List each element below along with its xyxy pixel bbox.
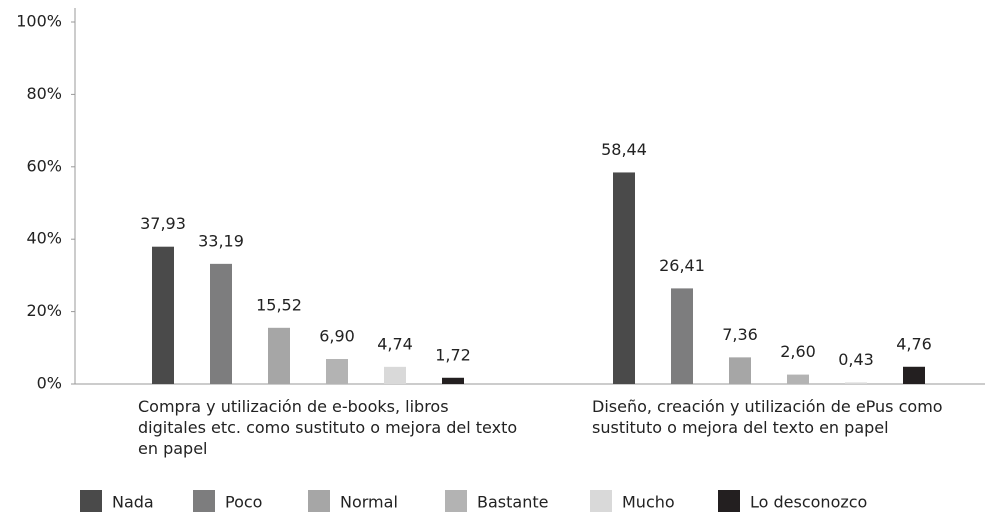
data-label: 7,36 <box>722 325 758 344</box>
y-tick-label: 60% <box>26 156 62 175</box>
legend-label: Nada <box>112 493 154 512</box>
bar <box>845 382 867 384</box>
data-label: 1,72 <box>435 345 471 364</box>
legend-swatch <box>193 490 215 512</box>
data-label: 4,76 <box>896 334 932 353</box>
y-tick-label: 40% <box>26 229 62 248</box>
data-label: 33,19 <box>198 231 244 250</box>
legend-label: Bastante <box>477 493 548 512</box>
data-label: 37,93 <box>140 214 186 233</box>
bar <box>384 366 406 384</box>
legend-swatch <box>445 490 467 512</box>
bar <box>326 359 348 384</box>
bar <box>903 366 925 384</box>
bar <box>152 246 174 384</box>
bar <box>210 263 232 384</box>
category-label: Compra y utilización de e-books, libros … <box>138 397 518 458</box>
data-label: 58,44 <box>601 140 647 159</box>
data-label: 26,41 <box>659 256 705 275</box>
legend-label: Mucho <box>622 493 675 512</box>
legend-swatch <box>308 490 330 512</box>
legend-swatch <box>718 490 740 512</box>
legend-label: Poco <box>225 493 262 512</box>
y-tick-label: 80% <box>26 84 62 103</box>
legend-label: Normal <box>340 493 398 512</box>
y-tick-label: 100% <box>16 12 62 31</box>
legend-swatch <box>590 490 612 512</box>
bar <box>613 172 635 384</box>
bar <box>671 288 693 384</box>
legend-swatch <box>80 490 102 512</box>
y-tick-label: 0% <box>37 374 62 393</box>
y-tick-label: 20% <box>26 301 62 320</box>
data-label: 6,90 <box>319 327 355 346</box>
data-label: 0,43 <box>838 350 874 369</box>
data-label: 15,52 <box>256 295 302 314</box>
category-label: Diseño, creación y utilización de ePus c… <box>592 397 943 437</box>
bar <box>442 377 464 384</box>
bar <box>729 357 751 384</box>
bar <box>787 374 809 384</box>
data-label: 2,60 <box>780 342 816 361</box>
legend-label: Lo desconozco <box>750 493 867 512</box>
data-label: 4,74 <box>377 334 413 353</box>
bar <box>268 327 290 384</box>
